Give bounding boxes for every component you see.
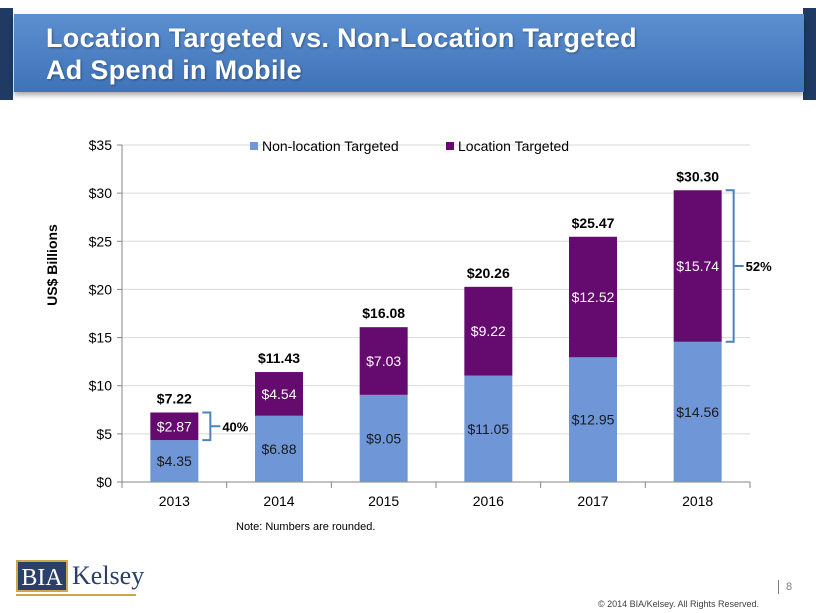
slide-title: Location Targeted vs. Non-Location Targe…	[46, 22, 637, 86]
y-tick-label: $0	[96, 474, 112, 490]
legend-label-location: Location Targeted	[458, 138, 569, 154]
bar-location-2013	[150, 412, 199, 441]
bar-non-location-2015	[359, 394, 408, 482]
slide-title-line-2: Ad Spend in Mobile	[46, 55, 302, 85]
title-banner	[14, 14, 804, 92]
data-label-location: $7.03	[366, 353, 401, 369]
data-label-location: $15.74	[676, 258, 719, 274]
footnote: Note: Numbers are rounded.	[236, 521, 376, 533]
legend-swatch-non-location	[250, 142, 258, 150]
bar-location-2015	[359, 327, 408, 395]
y-tick-label: $20	[89, 281, 113, 297]
bar-non-location-2014	[255, 415, 303, 482]
slide-title-line-1: Location Targeted vs. Non-Location Targe…	[46, 23, 637, 53]
y-tick-label: $25	[89, 233, 113, 249]
logo-kelsey-wordmark: Kelsey	[72, 561, 145, 590]
y-tick-label: $30	[89, 185, 113, 201]
data-label-location: $12.52	[572, 289, 615, 305]
bar-location-2018	[673, 190, 722, 342]
legend-swatch-location	[446, 142, 454, 150]
y-axis-label: US$ Billions	[44, 224, 60, 306]
bar-non-location-2016	[464, 375, 513, 482]
data-label-non-location: $11.05	[467, 421, 509, 437]
bia-kelsey-logo: BIA Kelsey	[16, 556, 144, 596]
bar-non-location-2017	[569, 357, 617, 482]
data-label-non-location: $14.56	[676, 404, 719, 420]
banner-edge-right	[803, 8, 816, 100]
total-label: $11.43	[258, 350, 300, 366]
x-tick-label: 2014	[263, 493, 294, 509]
x-tick-label: 2015	[368, 493, 399, 509]
x-tick-label: 2017	[577, 493, 608, 509]
data-label-location: $9.22	[471, 323, 506, 339]
banner-edge-left	[0, 8, 13, 100]
x-tick-label: 2016	[473, 493, 504, 509]
copyright-notice: © 2014 BIA/Kelsey. All Rights Reserved.	[598, 599, 760, 609]
total-label: $20.26	[467, 265, 510, 281]
y-tick-label: $5	[96, 426, 112, 442]
total-label: $25.47	[572, 215, 615, 231]
annotation-label-2013: 40%	[222, 419, 248, 434]
y-tick-label: $35	[89, 137, 113, 153]
data-label-non-location: $6.88	[261, 441, 296, 457]
bar-non-location-2013	[150, 440, 199, 482]
y-tick-label: $15	[89, 330, 113, 346]
total-label: $16.08	[362, 305, 405, 321]
data-label-non-location: $9.05	[366, 430, 401, 446]
annotation-label-2018: 52%	[746, 259, 772, 274]
logo-underline	[16, 594, 136, 596]
total-label: $7.22	[157, 390, 192, 406]
data-label-location: $4.54	[261, 386, 296, 402]
total-label: $30.30	[676, 168, 719, 184]
legend-label-non-location: Non-location Targeted	[262, 138, 399, 154]
page-number: 8	[786, 581, 793, 593]
bar-location-2017	[569, 236, 617, 358]
bar-non-location-2018	[673, 341, 722, 482]
page-number-divider	[778, 580, 779, 594]
annotation-bracket-2013	[202, 411, 221, 442]
x-tick-label: 2018	[682, 493, 713, 509]
y-tick-label: $10	[89, 378, 113, 394]
bar-location-2016	[464, 286, 513, 376]
x-tick-label: 2013	[159, 493, 190, 509]
data-label-non-location: $12.95	[572, 412, 615, 428]
data-label-non-location: $4.35	[157, 453, 192, 469]
logo-bia-mark: BIA	[16, 560, 68, 592]
bar-location-2014	[255, 372, 303, 416]
data-label-location: $2.87	[157, 418, 192, 434]
annotation-bracket-2018	[725, 189, 744, 343]
